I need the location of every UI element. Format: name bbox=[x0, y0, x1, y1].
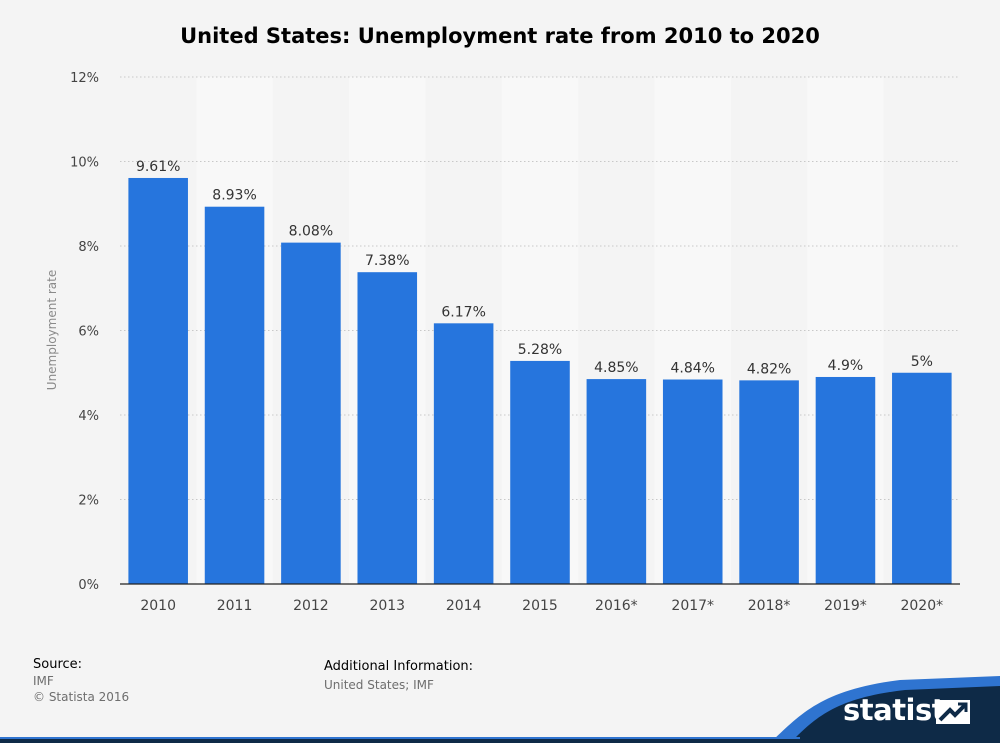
bar-2019*[interactable] bbox=[815, 376, 876, 584]
bar-2015[interactable] bbox=[510, 360, 570, 584]
x-tick-label: 2010 bbox=[140, 598, 176, 614]
value-label: 5% bbox=[911, 354, 933, 370]
value-label: 4.85% bbox=[594, 360, 638, 376]
y-tick-label: 12% bbox=[70, 71, 99, 86]
additional-info-value: United States; IMF bbox=[324, 678, 434, 692]
x-tick-label: 2015 bbox=[522, 598, 558, 614]
x-tick-label: 2018* bbox=[748, 598, 791, 614]
value-label: 8.93% bbox=[212, 188, 256, 204]
source-value: IMF bbox=[33, 674, 54, 688]
y-tick-label: 2% bbox=[78, 494, 99, 509]
value-label: 6.17% bbox=[441, 304, 485, 320]
x-tick-label: 2013 bbox=[369, 598, 405, 614]
copyright-text: © Statista 2016 bbox=[33, 690, 130, 704]
value-label: 4.9% bbox=[828, 358, 864, 374]
value-label: 5.28% bbox=[518, 342, 562, 358]
x-tick-label: 2014 bbox=[446, 598, 482, 614]
footer-accent-line bbox=[0, 737, 800, 739]
value-label: 7.38% bbox=[365, 253, 409, 269]
bar-2017*[interactable] bbox=[662, 379, 723, 584]
bar-2016*[interactable] bbox=[586, 379, 647, 584]
source-heading: Source: bbox=[33, 657, 83, 672]
y-tick-label: 4% bbox=[78, 409, 99, 424]
value-label: 8.08% bbox=[289, 224, 333, 240]
x-tick-label: 2017* bbox=[671, 598, 714, 614]
bar-2011[interactable] bbox=[204, 206, 265, 584]
x-tick-label: 2019* bbox=[824, 598, 867, 614]
y-tick-label: 0% bbox=[78, 578, 99, 593]
y-tick-label: 8% bbox=[78, 240, 99, 255]
x-tick-label: 2011 bbox=[217, 598, 253, 614]
chart-title: United States: Unemployment rate from 20… bbox=[180, 24, 820, 48]
x-tick-label: 2012 bbox=[293, 598, 329, 614]
bar-2013[interactable] bbox=[357, 272, 418, 584]
x-tick-label: 2020* bbox=[900, 598, 943, 614]
value-label: 4.84% bbox=[670, 361, 714, 377]
statista-logo-icon[interactable] bbox=[936, 700, 970, 724]
bar-2018*[interactable] bbox=[739, 380, 799, 584]
value-label: 4.82% bbox=[747, 361, 791, 377]
bar-2010[interactable] bbox=[128, 177, 188, 585]
y-tick-label: 6% bbox=[78, 325, 99, 340]
footer-bottom-stripe bbox=[0, 738, 1000, 743]
bar-2012[interactable] bbox=[281, 242, 341, 584]
y-tick-label: 10% bbox=[70, 156, 99, 171]
bar-2020*[interactable] bbox=[892, 372, 952, 584]
x-tick-label: 2016* bbox=[595, 598, 638, 614]
bar-2014[interactable] bbox=[433, 323, 494, 584]
additional-info-heading: Additional Information: bbox=[324, 659, 474, 674]
value-label: 9.61% bbox=[136, 159, 180, 175]
